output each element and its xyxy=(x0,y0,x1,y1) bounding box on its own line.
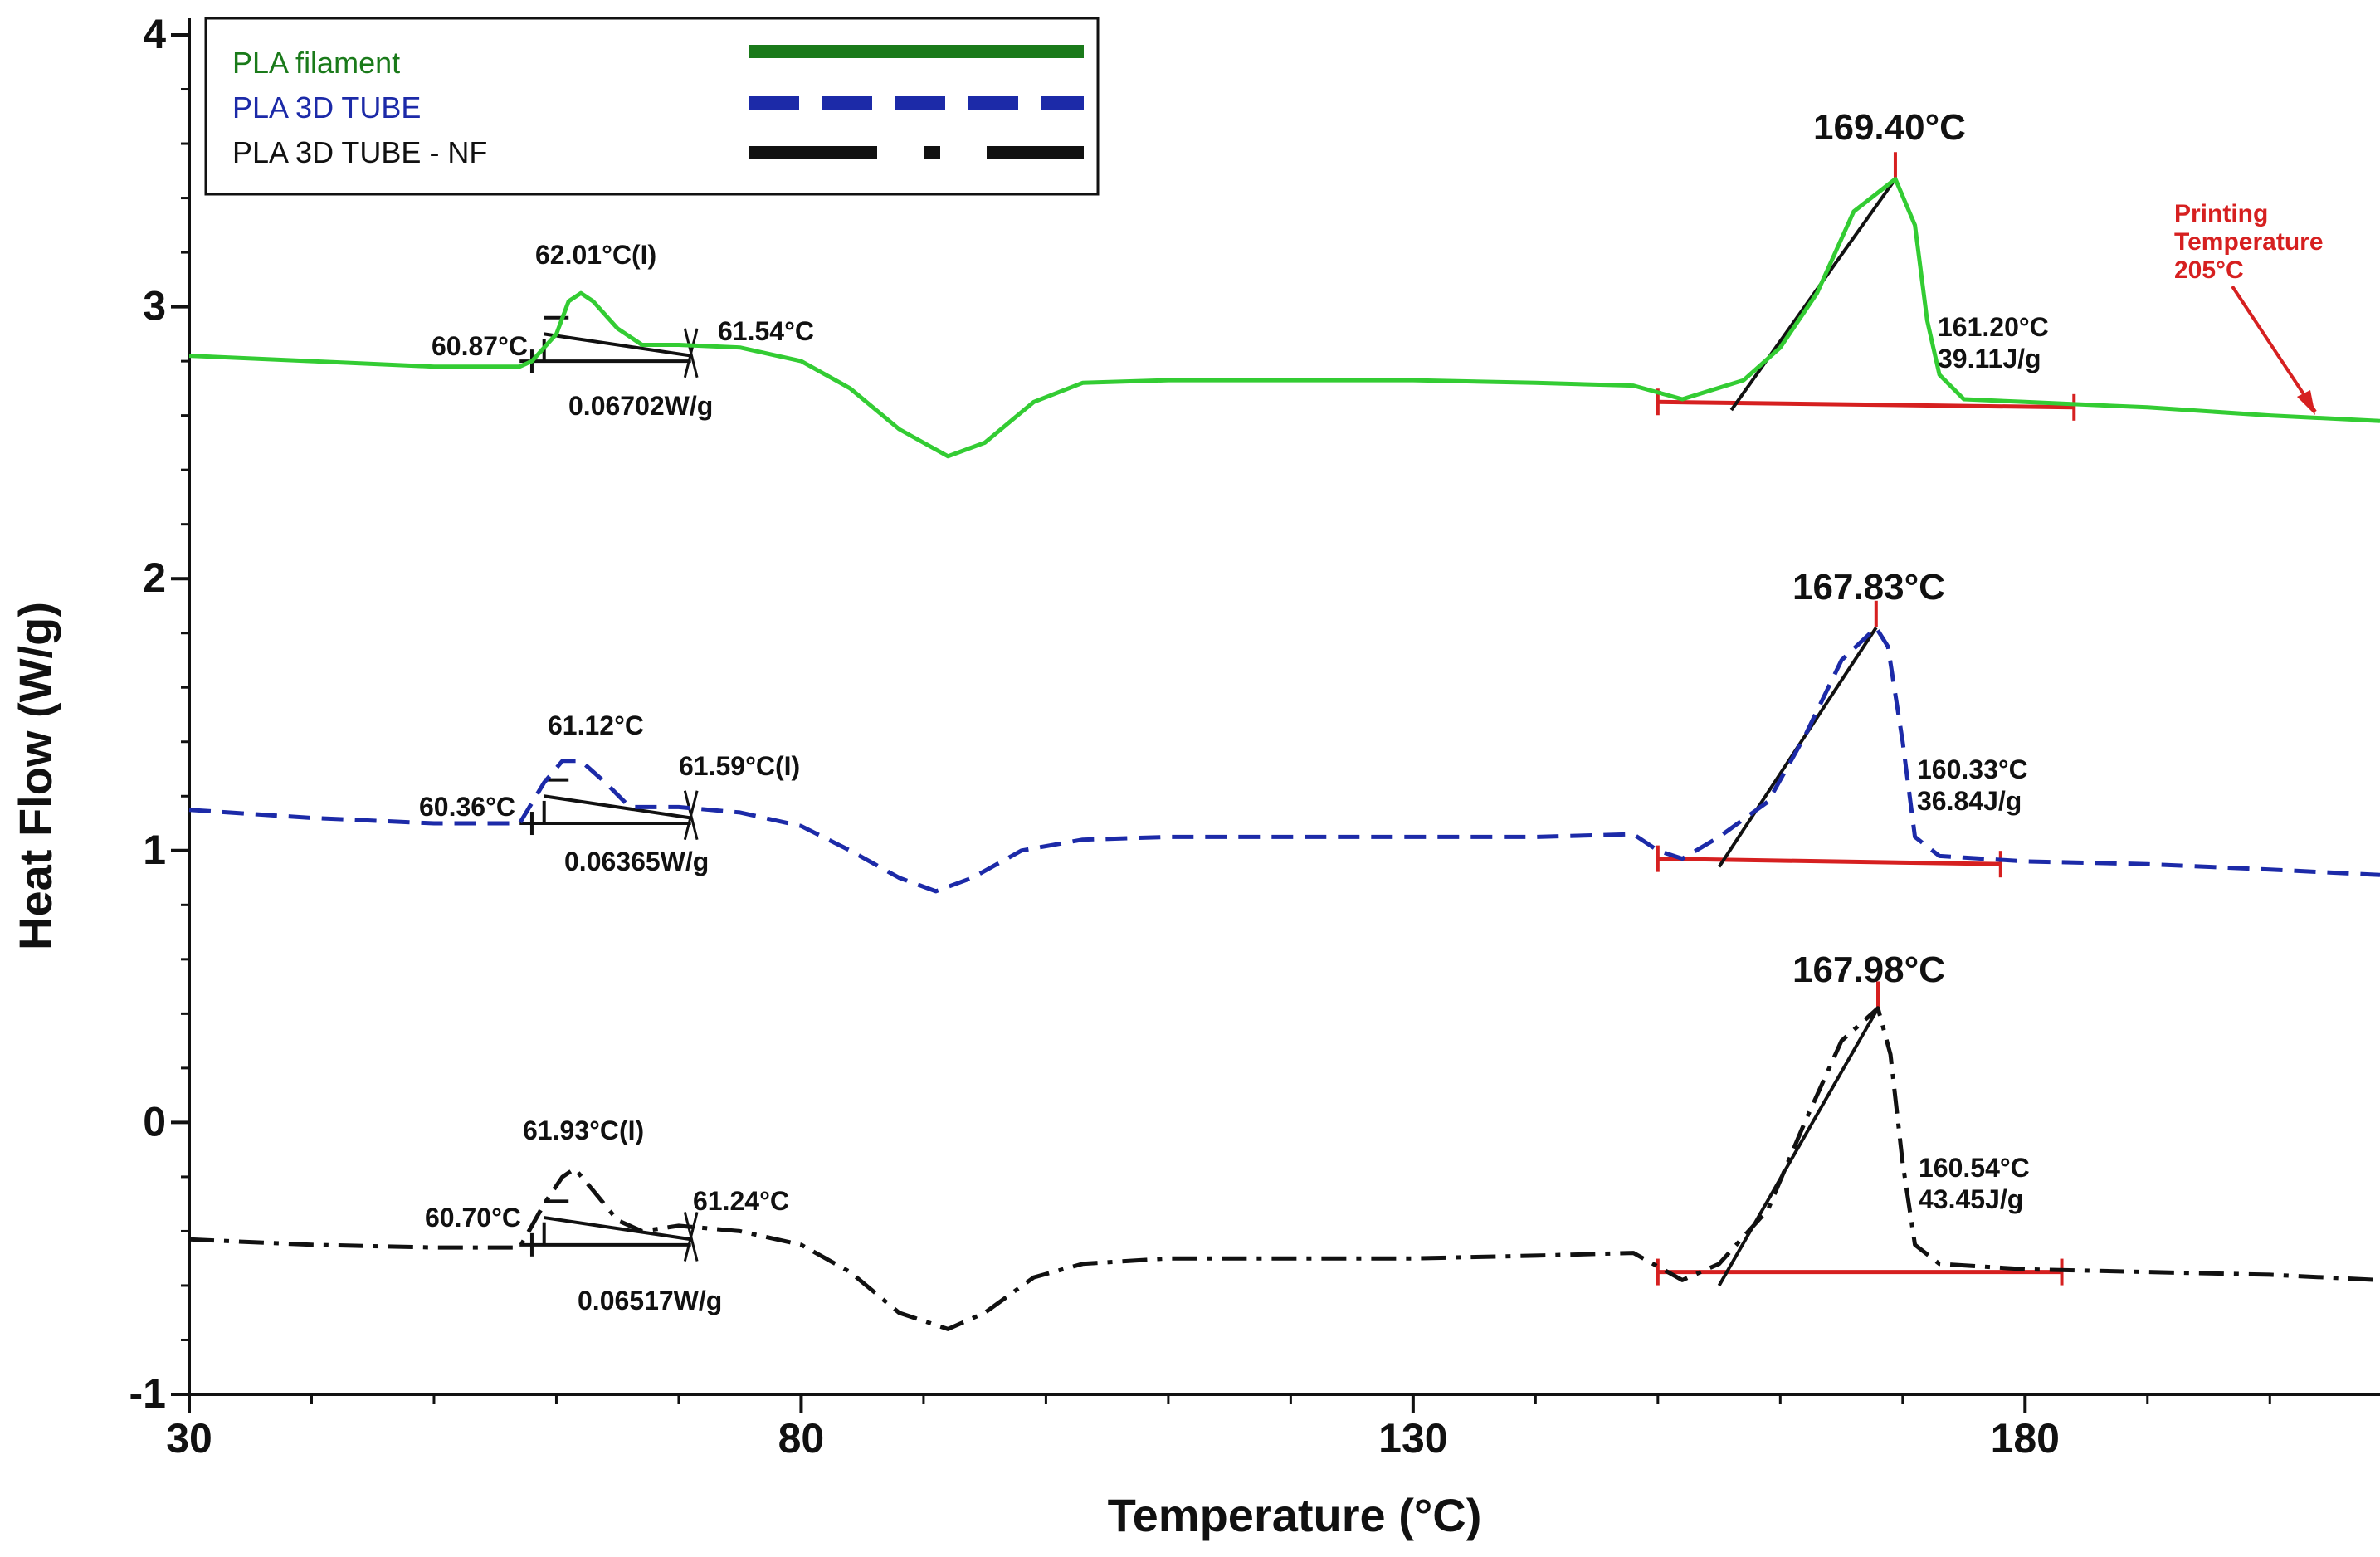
y-axis-label: Heat Flow (W/g) xyxy=(9,602,61,950)
legend-label-filament: PLA filament xyxy=(232,46,400,80)
annotation-tube-onset: 60.36°C xyxy=(419,792,515,822)
series-line-nf xyxy=(188,1006,2380,1331)
annotation-filament-delta: 0.06702W/g xyxy=(568,391,713,421)
annotation-filament-mid: 62.01°C(I) xyxy=(535,240,656,270)
printing-temp-line-1: Printing xyxy=(2174,200,2268,227)
glass-filament-end-cross-b xyxy=(683,328,699,378)
legend-label-nf: PLA 3D TUBE - NF xyxy=(232,135,487,169)
series-line-filament xyxy=(188,177,2380,459)
glass-tube-tangent xyxy=(544,794,691,820)
series-group xyxy=(188,177,2380,1331)
annotation-tube-end: 61.59°C(I) xyxy=(679,751,800,781)
annotation-filament-onset: 60.87°C xyxy=(432,331,528,361)
x-tick-label: 130 xyxy=(1378,1415,1447,1462)
printing-temperature-annotation: Printing Temperature 205°C xyxy=(2174,200,2324,415)
annotation-nf-end: 61.24°C xyxy=(693,1186,789,1216)
printing-temp-line-2: Temperature xyxy=(2174,228,2324,256)
glass-tube-end-cross-b xyxy=(683,790,699,841)
glass-nf-end-cross-b xyxy=(683,1212,699,1262)
tick-labels: 30 80 130 180 -1 0 1 2 3 4 xyxy=(129,11,2060,1462)
melt-baseline-tube xyxy=(1657,857,2001,866)
annotation-tube-mid: 61.12°C xyxy=(548,710,644,740)
x-axis-label: Temperature (°C) xyxy=(1108,1489,1482,1541)
y-tick-label: 0 xyxy=(143,1098,166,1145)
printing-temp-arrowhead xyxy=(2297,390,2315,415)
series-line-tube xyxy=(188,625,2380,894)
peak-nf-onset: 160.54°C xyxy=(1919,1153,2030,1183)
peak-nf-label: 167.98°C xyxy=(1792,949,1945,990)
y-tick-label: 1 xyxy=(143,827,166,873)
legend: PLA filament PLA 3D TUBE PLA 3D TUBE - N… xyxy=(204,17,1100,196)
x-tick-label: 30 xyxy=(166,1415,212,1462)
y-tick-label: 4 xyxy=(143,11,166,57)
peak-tube-onset: 160.33°C xyxy=(1917,754,2028,784)
peak-filament-label: 169.40°C xyxy=(1813,107,1966,148)
annotation-nf-onset: 60.70°C xyxy=(425,1203,521,1232)
printing-temp-line-3: 205°C xyxy=(2174,256,2244,284)
melt-baseline-filament xyxy=(1657,399,2075,410)
x-tick-label: 80 xyxy=(778,1415,825,1462)
peak-tube-label: 167.83°C xyxy=(1792,567,1945,608)
y-tick-label: 3 xyxy=(143,283,166,329)
annotation-nf-delta: 0.06517W/g xyxy=(578,1286,722,1315)
axes xyxy=(171,18,2380,1413)
legend-label-tube: PLA 3D TUBE xyxy=(232,90,421,124)
printing-temp-arrow xyxy=(2231,285,2317,413)
x-tick-label: 180 xyxy=(1991,1415,2060,1462)
annotation-filament-end: 61.54°C xyxy=(718,316,814,346)
y-tick-label: -1 xyxy=(129,1370,166,1417)
y-tick-label: 2 xyxy=(143,554,166,601)
melt-tangent-nf xyxy=(1717,1007,1880,1286)
peak-filament-enthalpy: 39.11J/g xyxy=(1938,344,2041,373)
peak-nf-enthalpy: 43.45J/g xyxy=(1919,1184,2023,1214)
annotation-tube-delta: 0.06365W/g xyxy=(564,847,709,876)
peak-tube-enthalpy: 36.84J/g xyxy=(1917,786,2022,816)
glass-nf-tangent xyxy=(544,1216,691,1242)
annotation-nf-mid: 61.93°C(I) xyxy=(523,1115,644,1145)
glass-filament-tangent xyxy=(544,332,691,358)
peak-filament-onset: 161.20°C xyxy=(1938,312,2049,342)
melt-tangent-filament xyxy=(1729,178,1897,412)
